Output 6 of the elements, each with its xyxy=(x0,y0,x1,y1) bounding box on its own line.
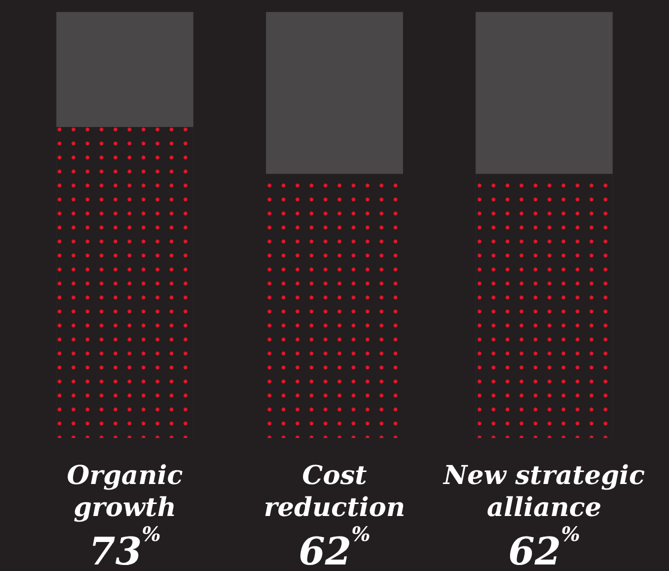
data-label: 62% xyxy=(508,522,580,571)
x-tick-label: Cost reduction xyxy=(264,461,406,523)
x-tick-label: Organic growth xyxy=(66,461,183,523)
data-label: 73% xyxy=(88,522,161,571)
x-tick-label: New strategic alliance xyxy=(442,461,646,523)
data-label: 62% xyxy=(298,522,370,571)
